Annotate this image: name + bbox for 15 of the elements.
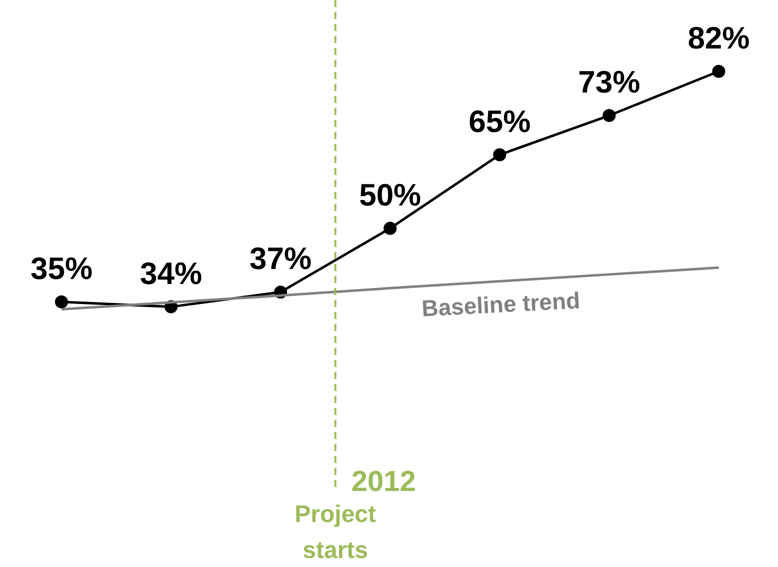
data-label: 65%	[468, 104, 531, 139]
data-label: 50%	[359, 177, 422, 212]
data-label: 82%	[688, 20, 750, 56]
point	[384, 222, 397, 235]
point	[712, 64, 726, 78]
text: Project starts	[294, 501, 376, 564]
point	[602, 109, 616, 122]
data-label: 35%	[30, 250, 93, 286]
series-label: Baseline trend	[421, 287, 581, 322]
point	[493, 148, 506, 162]
data-label: 34%	[140, 256, 202, 291]
data-label: 37%	[250, 241, 312, 276]
point	[54, 295, 68, 308]
data-label: 73%	[578, 64, 640, 100]
text: 2012	[351, 466, 416, 498]
